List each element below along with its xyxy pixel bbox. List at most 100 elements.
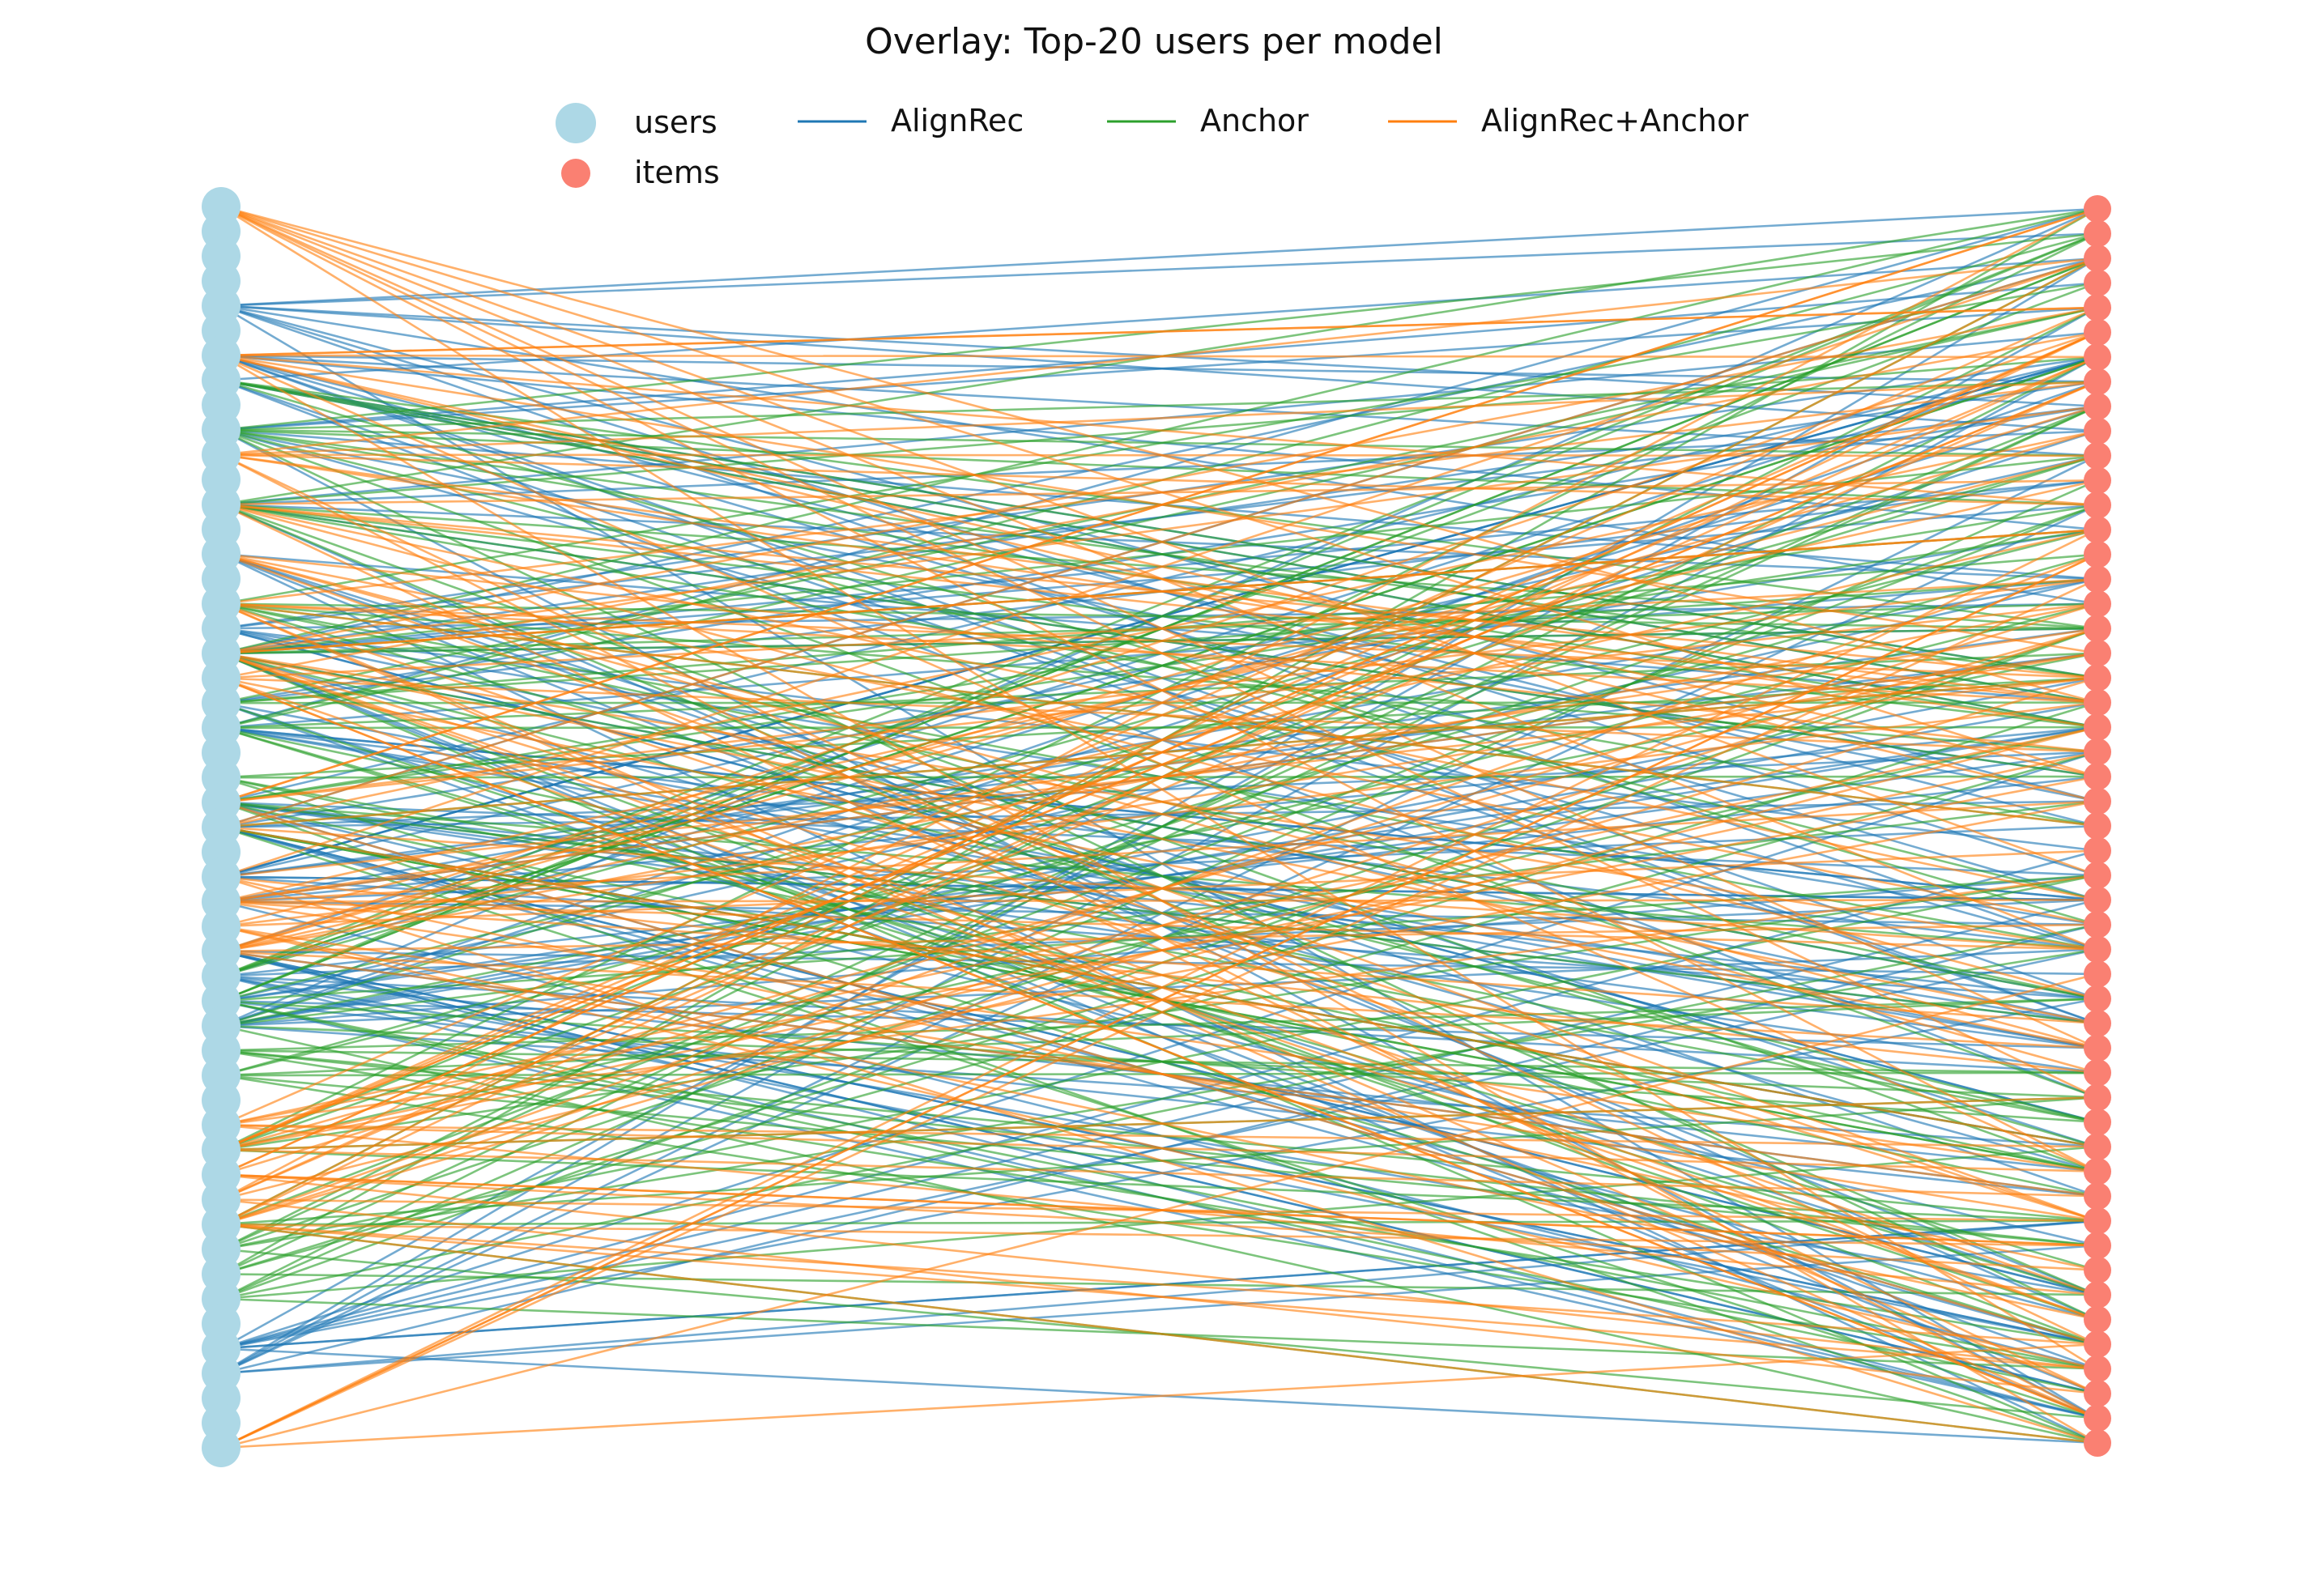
item-node [2084,1133,2111,1161]
legend-marker-items [561,159,590,188]
item-node [2084,466,2111,495]
item-node [2084,516,2111,544]
item-node [2084,812,2111,840]
edge-line [220,207,2098,1201]
item-node [2084,540,2111,568]
edge-line [220,503,2098,704]
item-node [2084,1207,2111,1235]
edge-line [220,677,2098,1419]
edge-line [220,355,2098,1151]
edge-line [220,405,2098,655]
edge-line [220,948,2098,1250]
item-node [2084,1108,2111,1136]
edge-line [220,602,2098,953]
legend-label-alignrec-anchor: AlignRec+Anchor [1481,103,1748,138]
item-node [2084,1157,2111,1185]
edge-line [220,205,2098,877]
edge-line [220,900,2098,951]
edge-line [220,205,2098,704]
edge-line [220,205,2098,1049]
edge-line [220,257,2098,828]
item-node [2084,1256,2111,1284]
item-node [2084,1009,2111,1037]
edge-line [220,354,2098,507]
user-node [202,1428,241,1467]
edges-alignrec-anchor [220,205,2098,1449]
edge-line [220,354,2098,778]
edge-line [220,578,2098,1449]
edge-line [220,1343,2098,1449]
edge-line [220,205,2098,1173]
legend-label-alignrec: AlignRec [891,103,1024,138]
item-node [2084,862,2111,889]
edge-line [220,257,2098,879]
item-node [2084,343,2111,371]
edge-line [220,205,2098,1099]
item-node [2084,615,2111,643]
edge-line [220,405,2098,953]
edge-line [220,354,2098,1173]
item-node [2084,565,2111,594]
item-node [2084,293,2111,321]
edge-line [220,1148,2098,1198]
item-node [2084,935,2111,964]
edge-line [220,205,2098,778]
item-node [2084,1058,2111,1087]
edge-line [220,306,2098,1126]
edge-line [220,602,2098,1148]
item-node [2084,886,2111,914]
legend-marker-users [556,103,596,143]
edge-line [220,652,2098,1025]
item-node [2084,392,2111,420]
edge-line [220,503,2098,901]
edge-line [220,304,2098,432]
edge-line [220,800,2098,903]
item-node [2084,688,2111,717]
edge-line [220,577,2098,679]
edge-line [220,602,2098,630]
edge-line [220,1223,2098,1247]
item-node [2084,368,2111,396]
edge-line [220,1223,2098,1346]
item-node [2084,1182,2111,1211]
item-node [2084,589,2111,618]
item-node [2084,1305,2111,1334]
item-node [2084,763,2111,790]
edge-line [220,602,2098,828]
item-node [2084,1281,2111,1309]
item-node [2084,1330,2111,1359]
item-node [2084,195,2111,223]
edge-line [220,282,2098,605]
item-node [2084,219,2111,248]
edge-line [220,776,2098,1346]
edge-line [220,875,2098,1445]
edge-line [220,1096,2098,1151]
edge-line [220,800,2098,1151]
edge-line [220,972,2098,1449]
item-node [2084,1380,2111,1407]
edge-line [220,602,2098,1419]
edge-line [220,381,2098,605]
edge-line [220,430,2098,953]
edge-line [220,751,2098,1151]
legend: users items AlignRec Anchor AlignRec+Anc… [556,103,1748,190]
item-node [2084,1355,2111,1383]
item-node [2084,269,2111,297]
edge-line [220,950,2098,1198]
legend-label-items: items [634,155,720,190]
item-node [2084,318,2111,347]
edge-line [220,923,2098,953]
edge-line [220,528,2098,953]
edges-layer [220,205,2098,1449]
item-node [2084,1404,2111,1432]
item-node [2084,441,2111,470]
item-node [2084,985,2111,1013]
item-node [2084,1429,2111,1457]
edge-line [220,503,2098,1395]
item-node [2084,664,2111,692]
item-node [2084,639,2111,667]
edge-line [220,1124,2098,1148]
edge-line [220,381,2098,456]
edge-line [220,257,2098,456]
